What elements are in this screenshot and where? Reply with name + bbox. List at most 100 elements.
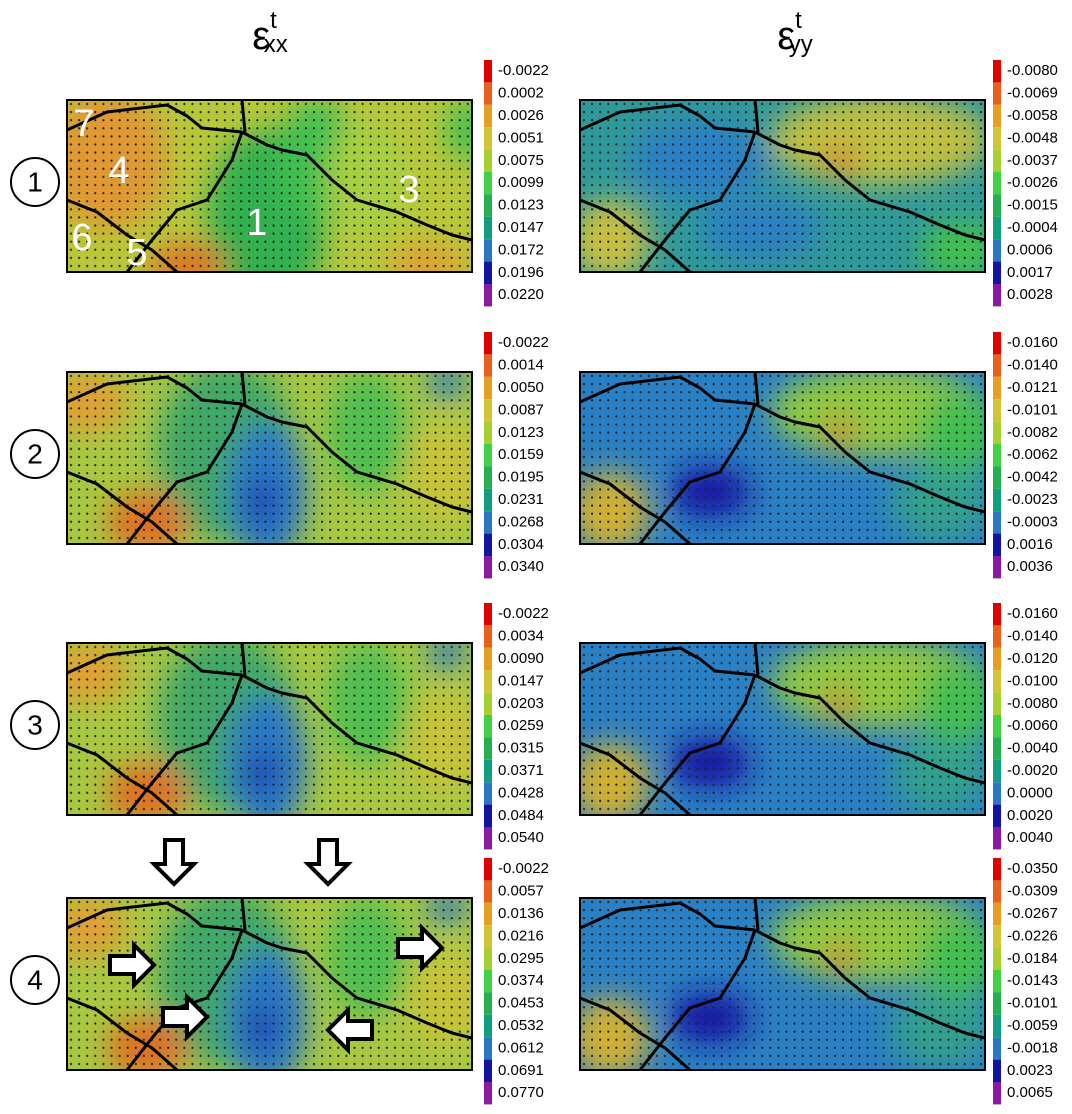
colorbar-label: 0.0220 [498,286,544,303]
grain-boundary [240,643,247,676]
strain-map: 74 3 1 6 5 [66,99,473,274]
colorbar-segment [993,804,1001,827]
colorbar-segment [993,970,1001,993]
measurement-grid [580,372,985,544]
colorbar-segment [484,194,492,217]
colorbar-segment [993,902,1001,926]
colorbar-label: 0.0051 [498,129,544,146]
colorbar-label: 0.0020 [1007,807,1053,824]
colorbar-segment [484,1014,492,1038]
colorbar-segment [484,261,492,284]
colorbar-label: -0.0040 [1007,740,1058,757]
colorbar-label: -0.0121 [1007,379,1058,396]
grain-boundary [240,898,247,931]
column-header: εt yy [777,7,813,58]
row-label: 4 [27,964,43,995]
colorbar-label: 0.0428 [498,784,544,801]
colorbar-segment [993,421,1001,444]
grain-boundary [638,131,757,272]
colorbar-label: 0.0268 [498,513,544,530]
row-marker [10,700,60,750]
colorbar-segment [993,194,1001,217]
load-arrow [303,838,353,887]
grain-boundary [580,901,756,932]
grain-boundary [580,198,691,272]
colorbar-segment [993,284,1001,307]
colorbar-label: 0.0231 [498,491,544,508]
colorbar-segment [484,970,492,993]
colorbar-label: -0.0003 [1007,513,1058,530]
colorbar-segment [484,1037,492,1060]
strain-map [66,371,473,545]
grain-boundary [580,996,691,1070]
grain-boundary [638,929,757,1070]
colorbar-label: 0.0532 [498,1017,544,1034]
colorbar-label: 0.0195 [498,469,544,486]
colorbar-segment [993,603,1001,626]
colorbar-label: -0.0069 [1007,85,1058,102]
colorbar-segment [993,466,1001,489]
colorbar-segment [484,127,492,150]
strain-map [579,371,986,545]
colorbar-segment [993,172,1001,195]
colorbar-segment [993,376,1001,400]
colorbar-label: 0.0123 [498,197,544,214]
map-frame [579,642,986,816]
grain-boundary [753,898,760,931]
row-marker [10,157,60,207]
colorbar-segment [484,511,492,534]
colorbar-segment [484,421,492,444]
measurement-grid [67,100,472,272]
grain-boundary [241,402,472,514]
colorbar-segment [993,715,1001,738]
colorbar-label: -0.0058 [1007,107,1058,124]
grain-boundary [241,673,472,785]
colorbar-segment [484,737,492,760]
colorbar-segment [484,332,492,355]
colorbar-label: -0.0004 [1007,219,1058,236]
colorbar-label: 0.0540 [498,829,544,846]
grain-boundary [240,372,247,405]
colorbar-label: -0.0059 [1007,1017,1058,1034]
grain-label: 1 [246,202,267,244]
colorbar-segment [484,925,492,948]
colorbar-segment [484,284,492,307]
colorbar-label: 0.0057 [498,883,544,900]
colorbar-label: 0.0295 [498,950,544,967]
colorbar-label: 0.0196 [498,264,544,281]
colorbar-segment [484,902,492,926]
grain-boundary [125,131,244,272]
colorbar-label: -0.0022 [498,334,549,351]
colorbar-label: 0.0770 [498,1084,544,1101]
colorbar-label: -0.0100 [1007,672,1058,689]
colorbar-label: 0.0304 [498,536,544,553]
measurement-grid [67,643,472,815]
colorbar-segment [993,737,1001,760]
colorbar-segment [993,82,1001,105]
colorbar-label: -0.0226 [1007,927,1058,944]
colorbar-segment [484,1082,492,1105]
row-label: 1 [27,166,43,197]
colorbar-label: -0.0184 [1007,950,1058,967]
colorbar-label: 0.0000 [1007,784,1053,801]
colorbar-segment [484,759,492,783]
colorbar-segment [484,60,492,83]
colorbar-segment [993,399,1001,422]
grain-boundary [67,646,243,677]
colorbar-segment [993,827,1001,850]
load-arrow [396,923,445,973]
colorbar-label: 0.0090 [498,650,544,667]
colorbar-segment [484,947,492,970]
colorbar-label: -0.0022 [498,605,549,622]
colorbar-label: -0.0042 [1007,469,1058,486]
measurement-grid [580,100,985,272]
colorbar-segment [484,488,492,512]
colorbar-segment [484,376,492,400]
load-arrow [149,838,199,887]
colorbar-segment [993,1014,1001,1038]
grain-boundary [754,402,985,514]
map-frame [66,642,473,816]
load-arrow [108,940,157,990]
colorbar-segment [484,827,492,850]
measurement-grid [580,643,985,815]
